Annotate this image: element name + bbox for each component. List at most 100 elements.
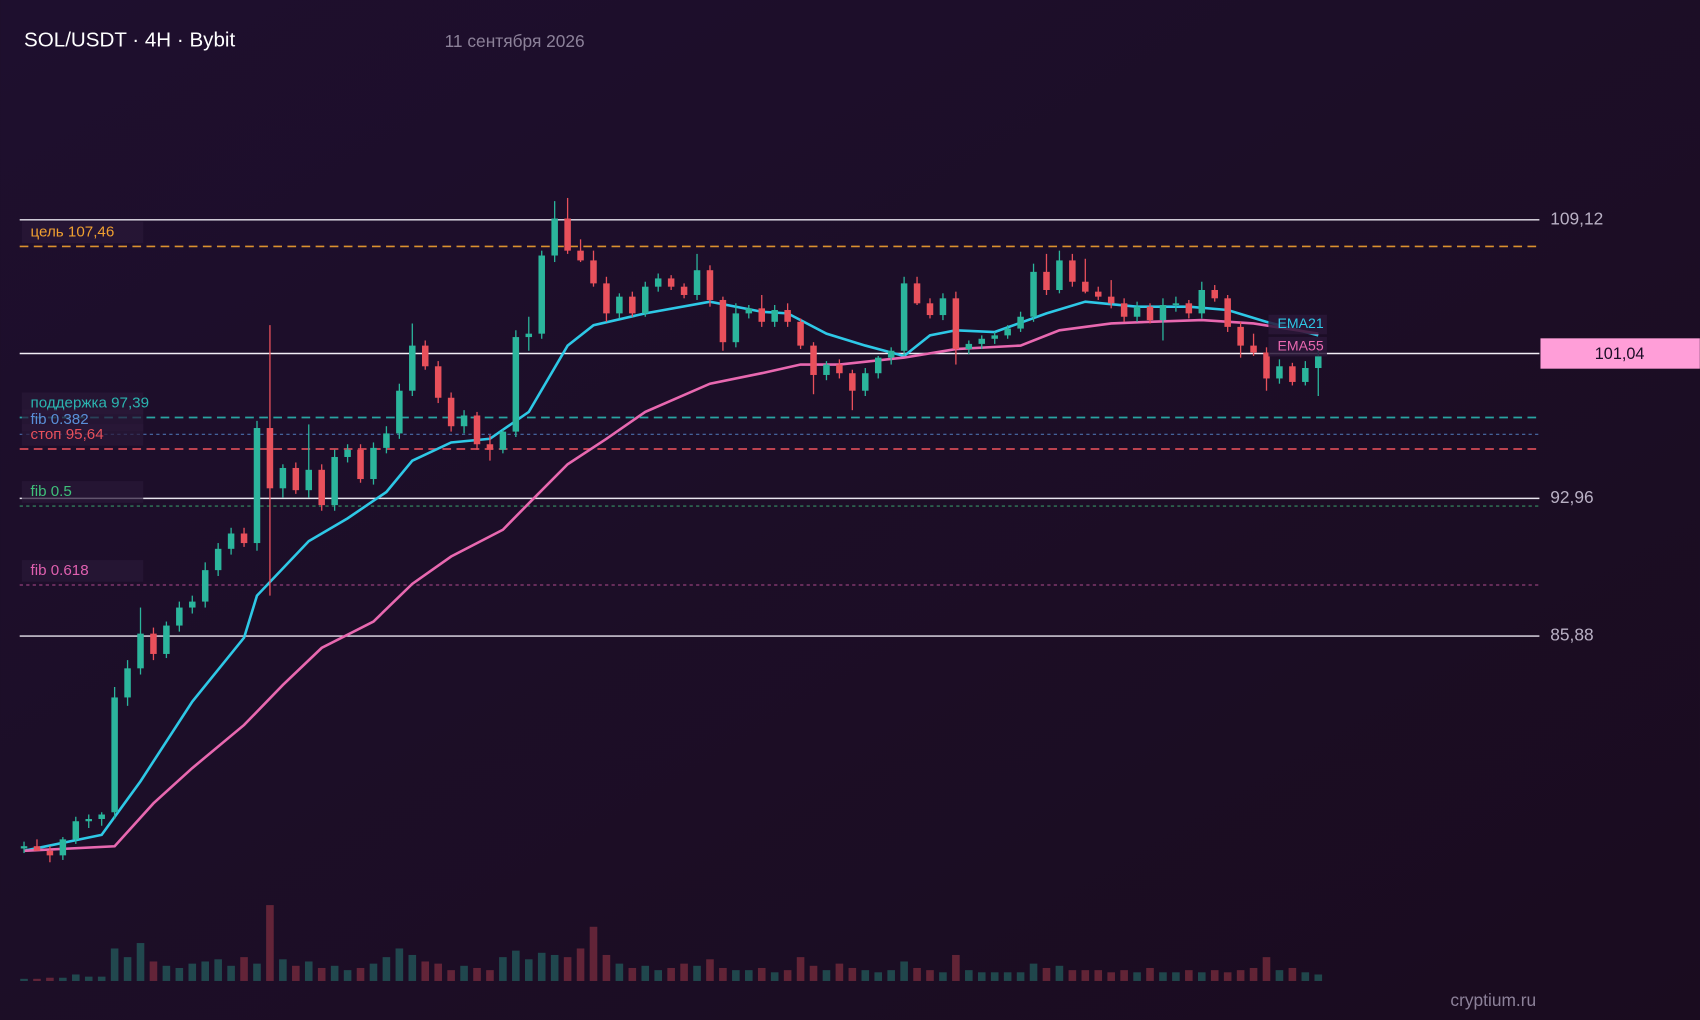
level-label-box bbox=[21, 221, 144, 244]
volume-bar bbox=[162, 965, 171, 981]
volume-bar bbox=[1197, 972, 1206, 981]
volume-bar bbox=[926, 970, 934, 981]
volume-bar bbox=[1236, 970, 1245, 981]
candle-body bbox=[654, 278, 662, 287]
volume-bar bbox=[175, 967, 184, 981]
candle-body bbox=[887, 350, 895, 358]
volume-bar bbox=[848, 967, 857, 981]
candle-body bbox=[305, 469, 313, 491]
volume-bar bbox=[1107, 972, 1115, 981]
candle-body bbox=[163, 625, 170, 654]
ema-label-box bbox=[1268, 314, 1327, 335]
candle-body bbox=[926, 303, 934, 316]
candle-body bbox=[1211, 290, 1218, 299]
volume-bar bbox=[1275, 970, 1284, 981]
volume-bar bbox=[292, 965, 300, 981]
candle-body bbox=[564, 218, 571, 251]
candle-body bbox=[667, 278, 675, 287]
level-label-box bbox=[21, 392, 144, 415]
candle-body bbox=[383, 433, 390, 448]
ema-label: EMA21 bbox=[1278, 315, 1324, 331]
candle-body bbox=[227, 533, 235, 549]
volume-bar bbox=[421, 961, 430, 981]
candle-body bbox=[978, 338, 986, 344]
volume-bar bbox=[732, 970, 740, 981]
level-label-box bbox=[21, 424, 144, 446]
last-price-label: 101,04 bbox=[1595, 345, 1645, 363]
candle-body bbox=[434, 366, 442, 398]
candle-body bbox=[706, 270, 714, 300]
volume-bar bbox=[796, 957, 805, 981]
candle-body bbox=[111, 697, 118, 813]
candle-body bbox=[1289, 366, 1296, 382]
candle-body bbox=[836, 364, 843, 374]
candle-body bbox=[1237, 326, 1244, 346]
candle-body bbox=[991, 335, 998, 339]
volume-bar bbox=[965, 970, 973, 981]
candle-body bbox=[150, 633, 157, 654]
volume-bar bbox=[641, 965, 650, 981]
volume-bar bbox=[1249, 967, 1258, 981]
candle-body bbox=[1263, 352, 1270, 379]
candle-body bbox=[874, 357, 882, 374]
candle-body bbox=[1030, 271, 1037, 317]
volume-bar bbox=[706, 959, 714, 981]
volume-bar bbox=[563, 957, 572, 981]
volume-bar bbox=[136, 943, 145, 981]
volume-bar bbox=[615, 963, 624, 981]
volume-bar bbox=[1301, 972, 1310, 981]
volume-bar bbox=[1223, 972, 1232, 981]
candle-body bbox=[98, 814, 105, 819]
volume-bar bbox=[343, 970, 352, 981]
candle-body bbox=[486, 444, 494, 450]
volume-bar bbox=[524, 959, 533, 981]
candle-body bbox=[1069, 260, 1076, 282]
ema-line bbox=[23, 318, 1319, 853]
volume-bar bbox=[537, 952, 546, 981]
volume-bar bbox=[227, 965, 235, 981]
candle-body bbox=[201, 570, 209, 602]
candle-body bbox=[823, 364, 830, 375]
volume-bar bbox=[757, 967, 766, 981]
candle-body bbox=[616, 296, 623, 314]
volume-bar bbox=[550, 954, 559, 981]
y-tick-label: 92,96 bbox=[1550, 487, 1593, 507]
volume-bar bbox=[628, 967, 637, 981]
volume-bar bbox=[59, 977, 67, 981]
volume-bar bbox=[1314, 974, 1323, 981]
volume-bar bbox=[602, 954, 611, 981]
volume-bar bbox=[990, 972, 999, 981]
candle-body bbox=[20, 846, 28, 849]
candle-body bbox=[1224, 298, 1231, 327]
volume-bar bbox=[84, 976, 93, 981]
volume-bar bbox=[408, 954, 417, 981]
volume-bar bbox=[835, 963, 844, 981]
volume-bar bbox=[33, 978, 41, 981]
candle-body bbox=[642, 286, 649, 314]
candle-body bbox=[189, 601, 196, 608]
candle-body bbox=[1082, 281, 1089, 292]
volume-bar bbox=[317, 967, 326, 981]
candle-body bbox=[447, 397, 455, 427]
candle-body bbox=[629, 296, 636, 314]
candle-body bbox=[939, 298, 947, 316]
volume-bar bbox=[783, 970, 792, 981]
candle-body bbox=[913, 283, 921, 304]
volume-bar bbox=[240, 957, 248, 981]
volume-bar bbox=[110, 948, 119, 981]
candle-body bbox=[1185, 303, 1193, 314]
volume-bar bbox=[589, 926, 598, 981]
candle-body bbox=[1004, 328, 1011, 336]
y-tick-label: 85,88 bbox=[1550, 625, 1593, 645]
candle-body bbox=[551, 218, 558, 256]
volume-bar bbox=[1288, 967, 1297, 981]
source: cryptium.ru bbox=[1450, 990, 1536, 1010]
chart-date: 11 сентября 2026 bbox=[445, 31, 585, 51]
volume-bar bbox=[1003, 972, 1012, 981]
volume-bar bbox=[330, 965, 339, 981]
volume-bar bbox=[1016, 972, 1025, 981]
candle-body bbox=[292, 467, 300, 491]
ema-label: EMA55 bbox=[1278, 337, 1324, 353]
volume-bar bbox=[434, 963, 442, 981]
